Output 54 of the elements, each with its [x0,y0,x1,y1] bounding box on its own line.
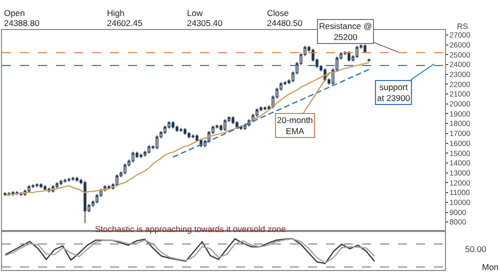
y-axis-title: RS [457,22,468,31]
text: High [107,8,125,18]
candlestick [140,153,142,158]
candlestick [60,179,62,186]
candlestick [356,45,358,58]
candlestick [192,134,194,139]
candlestick [84,180,86,224]
candlestick [164,125,166,134]
candlestick [224,118,226,132]
candlestick [44,184,46,191]
candlestick [348,50,350,62]
candlestick [368,58,370,62]
text: Close [267,8,290,18]
text: 24480.50 [267,18,303,28]
candlestick [196,134,198,142]
text: 24305.40 [187,18,223,28]
candlestick [180,128,182,132]
candlestick [116,174,118,187]
candlestick [4,192,6,196]
text: Mon [482,262,499,272]
candlestick [40,182,42,189]
candlestick [36,182,38,188]
text: support at 23900 [377,82,410,104]
annotation: Resistance @ 25200 [319,21,372,42]
candlestick [124,163,126,175]
candlestick [364,44,366,54]
candlestick [132,151,134,163]
candlestick [184,128,186,136]
candlestick [76,176,78,182]
candlestick [256,108,258,118]
text: 24388.80 [4,18,40,28]
candlestick [264,106,266,111]
candlestick [56,182,58,189]
text: Low [187,8,204,18]
text: Open [4,8,26,18]
candlestick [172,120,174,129]
text: 24602.45 [107,18,143,28]
candlestick [244,123,246,130]
annotation: Stochastic is approaching towards it oversold zone [95,224,286,234]
candlestick [232,116,234,124]
line-series [4,62,370,196]
candlestick [68,177,70,182]
candlestick [240,125,242,130]
candlestick [28,184,30,193]
candlestick [72,176,74,182]
annotation: 20-month EMA [277,115,314,136]
text: 50.00 [465,244,487,254]
candlestick [156,135,158,150]
candlestick [136,151,138,158]
candlestick [176,125,178,132]
candlestick [188,132,190,139]
candlestick [148,144,150,154]
candlestick [32,184,34,189]
candlestick [64,178,66,184]
